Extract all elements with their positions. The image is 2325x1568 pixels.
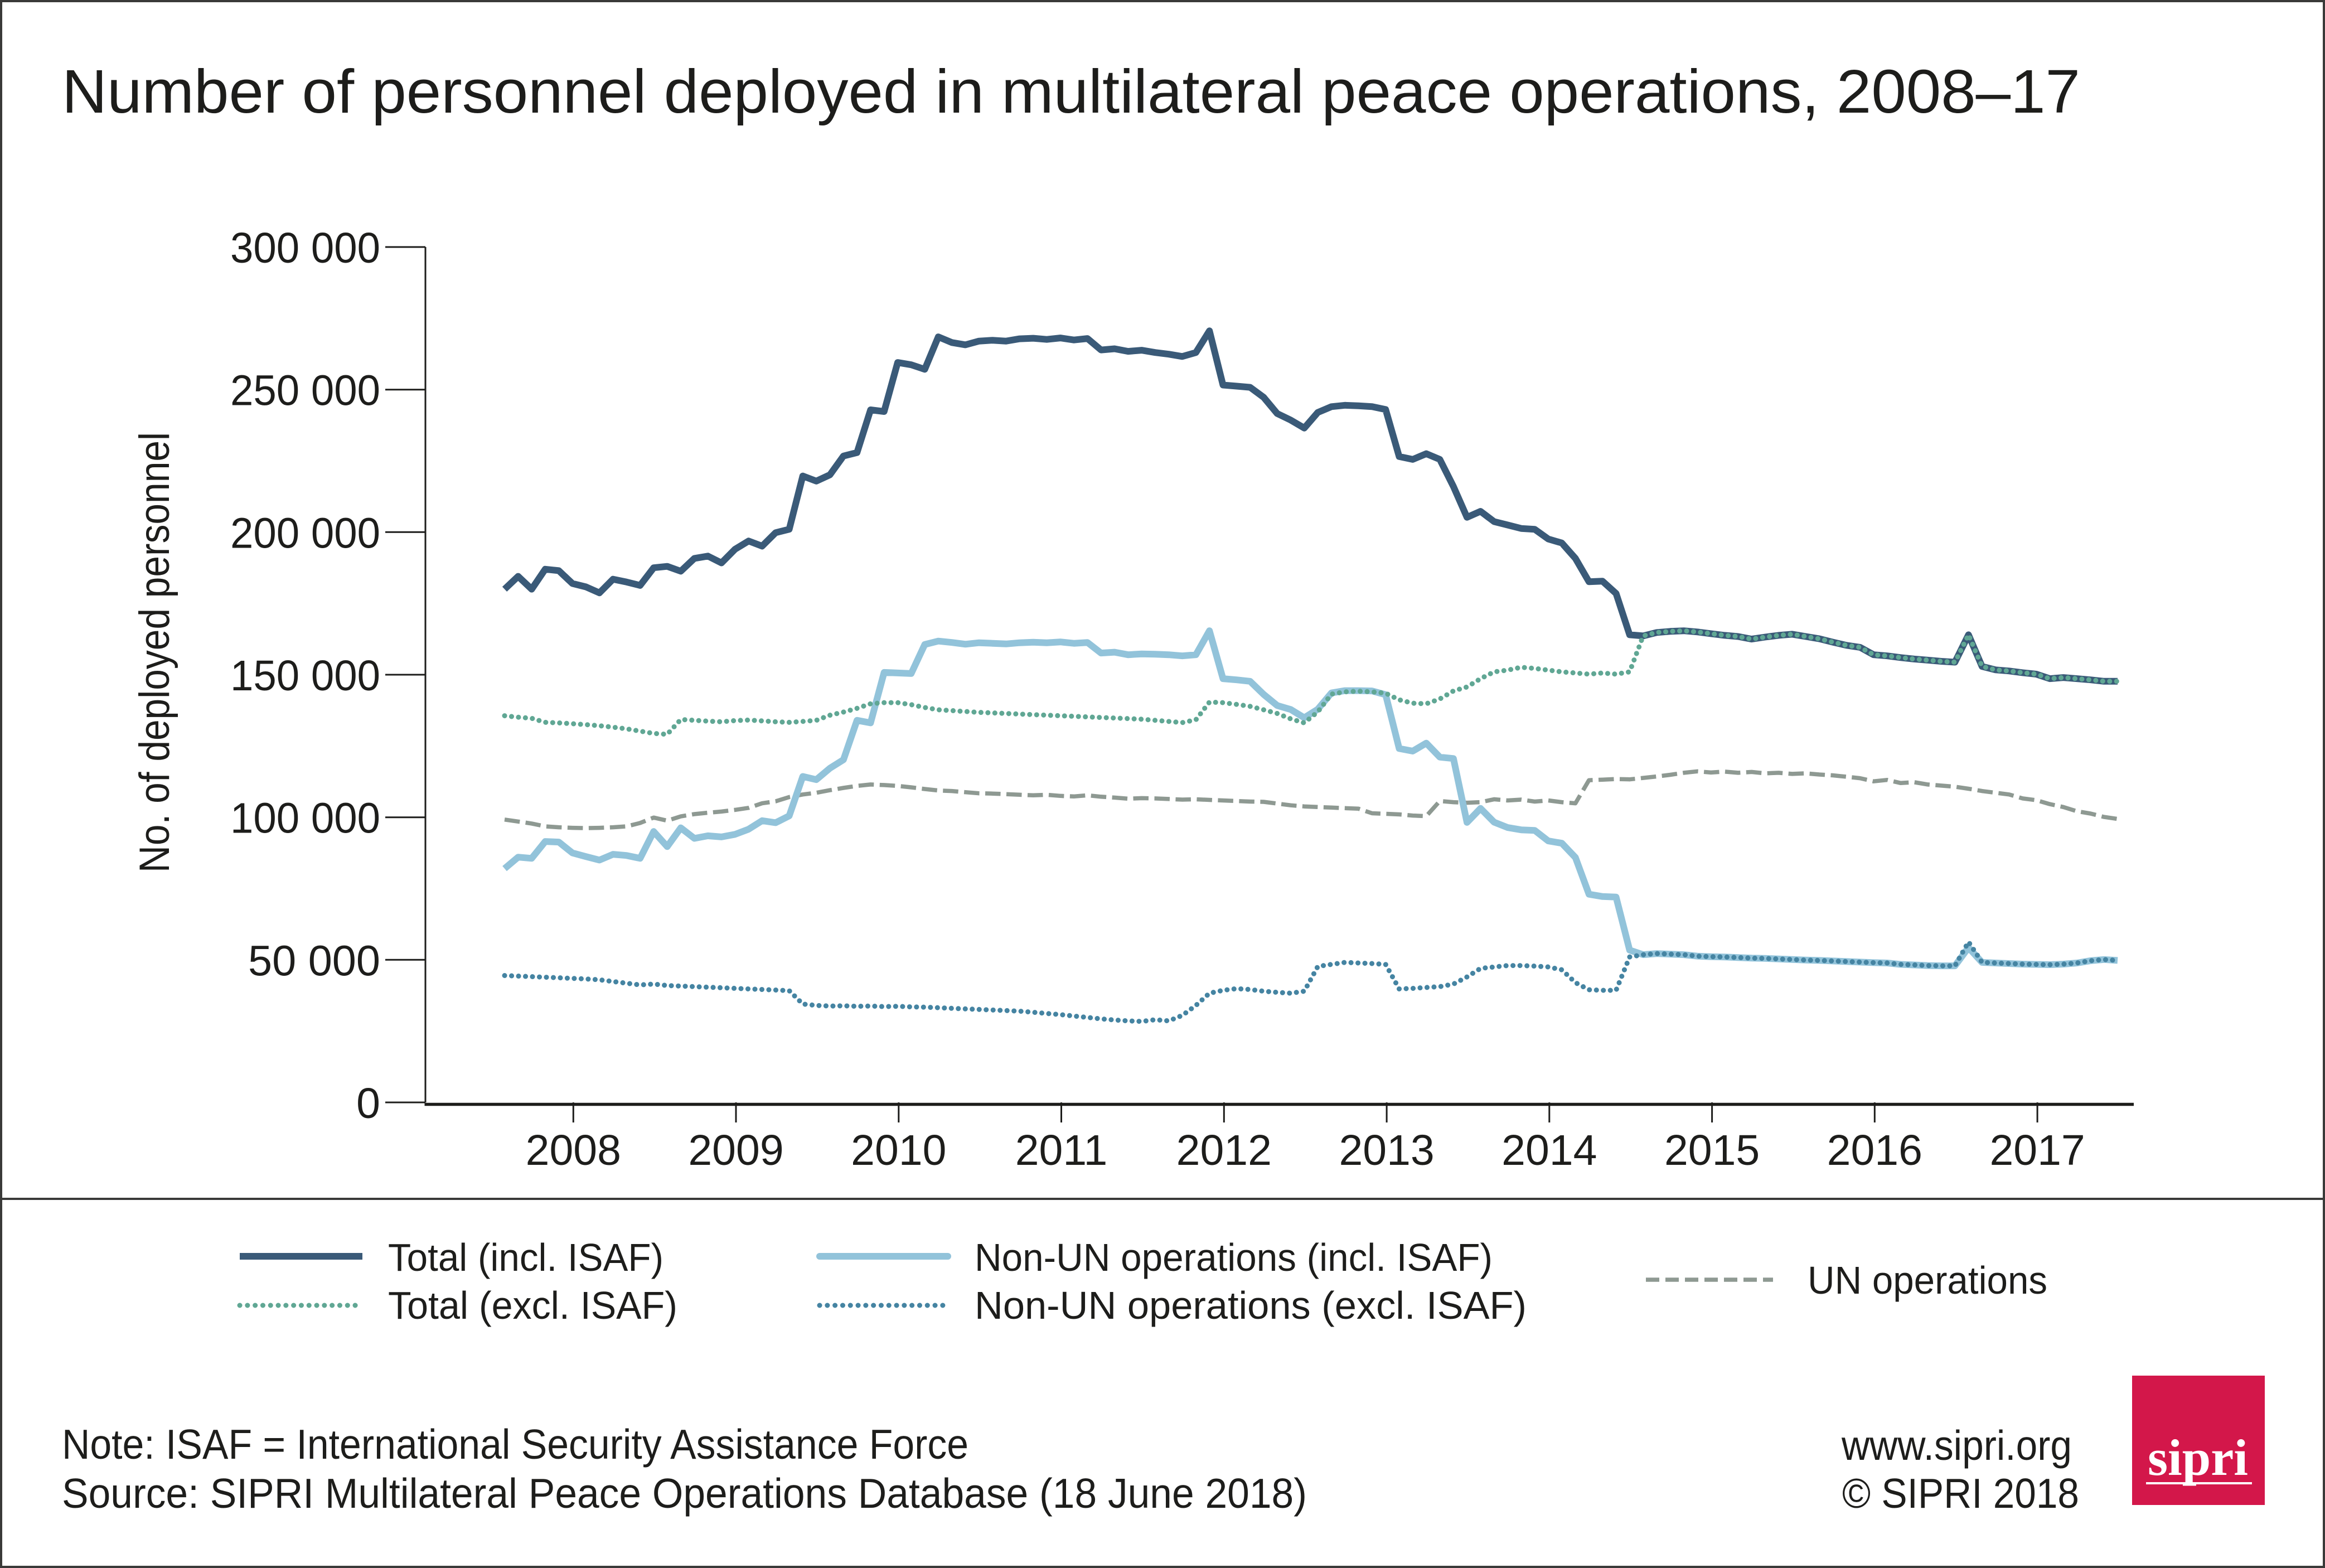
svg-text:100 000: 100 000 bbox=[230, 795, 380, 843]
svg-text:2010: 2010 bbox=[851, 1126, 946, 1174]
svg-text:Source: SIPRI Multilateral Pea: Source: SIPRI Multilateral Peace Operati… bbox=[62, 1470, 1307, 1517]
svg-text:Note: ISAF = International Sec: Note: ISAF = International Security Assi… bbox=[62, 1421, 968, 1468]
svg-text:2013: 2013 bbox=[1339, 1126, 1434, 1174]
svg-text:Total (incl. ISAF): Total (incl. ISAF) bbox=[388, 1236, 663, 1279]
svg-text:2012: 2012 bbox=[1176, 1126, 1272, 1174]
svg-text:2014: 2014 bbox=[1501, 1126, 1597, 1174]
svg-text:200 000: 200 000 bbox=[230, 509, 380, 557]
svg-text:sipri: sipri bbox=[2148, 1429, 2248, 1486]
svg-text:No. of deployed personnel: No. of deployed personnel bbox=[131, 432, 178, 873]
svg-text:2017: 2017 bbox=[1989, 1126, 2085, 1174]
svg-text:150 000: 150 000 bbox=[230, 652, 380, 700]
svg-text:UN operations: UN operations bbox=[1808, 1259, 2047, 1302]
svg-text:300 000: 300 000 bbox=[230, 224, 380, 272]
svg-text:50 000: 50 000 bbox=[248, 937, 380, 985]
svg-text:2011: 2011 bbox=[1015, 1126, 1108, 1174]
svg-text:2008: 2008 bbox=[526, 1126, 621, 1174]
svg-text:2016: 2016 bbox=[1827, 1126, 1922, 1174]
svg-text:2009: 2009 bbox=[688, 1126, 783, 1174]
svg-text:0: 0 bbox=[356, 1080, 380, 1127]
svg-text:Number of personnel deployed i: Number of personnel deployed in multilat… bbox=[62, 57, 2080, 126]
svg-text:© SIPRI 2018: © SIPRI 2018 bbox=[1842, 1470, 2079, 1517]
svg-text:www.sipri.org: www.sipri.org bbox=[1841, 1422, 2072, 1469]
svg-text:Total (excl. ISAF): Total (excl. ISAF) bbox=[388, 1284, 677, 1327]
svg-text:Non-UN operations (excl. ISAF): Non-UN operations (excl. ISAF) bbox=[975, 1284, 1527, 1327]
svg-text:250 000: 250 000 bbox=[230, 367, 380, 415]
svg-text:2015: 2015 bbox=[1664, 1126, 1760, 1174]
svg-text:Non-UN operations (incl. ISAF): Non-UN operations (incl. ISAF) bbox=[975, 1236, 1493, 1279]
